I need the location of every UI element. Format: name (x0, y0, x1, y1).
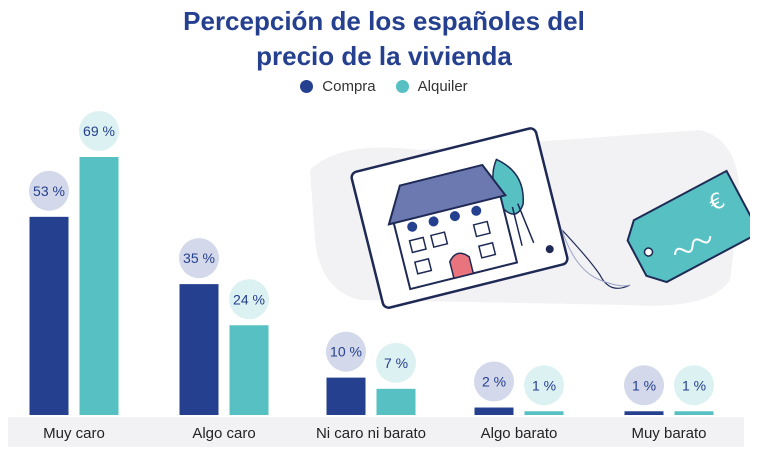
bar-compra-5 (624, 411, 664, 415)
chart-title-line-1: Percepción de los españoles del (183, 6, 585, 36)
bar-compra-1 (29, 216, 69, 415)
x-tick-label-4: Algo barato (481, 425, 558, 442)
bar-compra-2 (179, 284, 219, 415)
data-label-bubble (326, 331, 366, 372)
legend-label-alquiler: Alquiler (417, 78, 468, 95)
x-tick-label-2: Algo caro (192, 425, 255, 442)
x-axis-band (8, 417, 744, 447)
data-label-bubble (376, 342, 416, 383)
data-label-compra-2: 35 % (183, 250, 215, 266)
bar-alquiler-5 (674, 411, 714, 415)
legend: Compra Alquiler (0, 78, 768, 95)
data-label-bubble (179, 238, 219, 279)
data-label-bubble (474, 361, 514, 402)
bar-compra-4 (474, 407, 514, 415)
data-label-bubble (524, 365, 564, 406)
data-label-bubble (79, 111, 119, 151)
bar-alquiler-3 (376, 388, 416, 415)
data-label-bubble (229, 279, 269, 320)
data-label-alquiler-3: 7 % (384, 355, 408, 371)
bar-alquiler-4 (524, 411, 564, 415)
data-label-compra-4: 2 % (482, 374, 506, 390)
legend-item-alquiler: Alquiler (395, 78, 468, 95)
x-tick-label-1: Muy caro (43, 425, 105, 442)
legend-swatch-alquiler (395, 80, 409, 93)
data-label-alquiler-5: 1 % (682, 377, 706, 393)
data-label-alquiler-1: 69 % (83, 123, 115, 139)
x-tick-label-5: Muy barato (631, 425, 706, 442)
bar-compra-3 (326, 377, 366, 415)
legend-label-compra: Compra (322, 78, 376, 95)
data-label-compra-3: 10 % (330, 344, 362, 360)
data-label-bubble (624, 365, 664, 406)
data-label-alquiler-4: 1 % (532, 377, 556, 393)
data-label-bubble (674, 365, 714, 406)
bar-alquiler-2 (229, 325, 269, 415)
house-price-tag-illustration: € (310, 127, 750, 309)
bar-alquiler-1 (79, 157, 119, 415)
legend-item-compra: Compra (300, 78, 376, 95)
chart-title-line-2: precio de la vivienda (256, 41, 512, 71)
chart-title: Percepción de los españoles del precio d… (0, 4, 768, 74)
data-label-compra-1: 53 % (33, 183, 65, 199)
data-label-compra-5: 1 % (632, 377, 656, 393)
data-label-alquiler-2: 24 % (233, 291, 265, 307)
x-tick-label-3: Ni caro ni barato (316, 425, 426, 442)
legend-swatch-compra (300, 80, 314, 93)
data-label-bubble (29, 170, 69, 211)
